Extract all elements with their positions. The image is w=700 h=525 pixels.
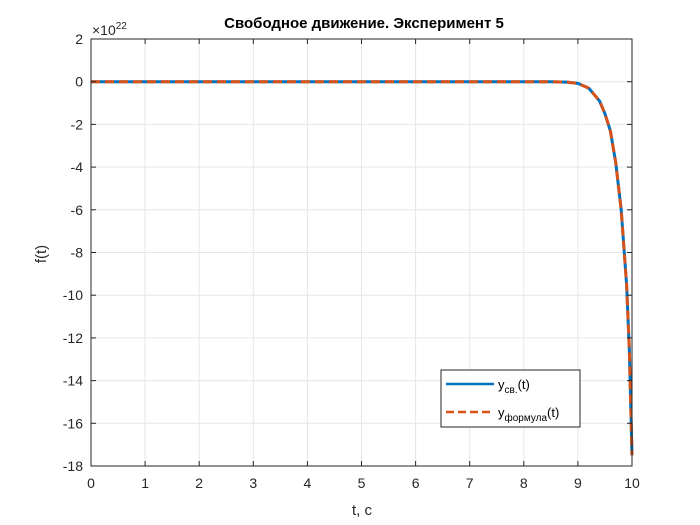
x-tick-label: 7 bbox=[466, 475, 474, 491]
series-line-2 bbox=[91, 80, 634, 456]
y-exponent-power: 22 bbox=[116, 21, 128, 32]
ticks bbox=[90, 38, 633, 467]
series-layer bbox=[91, 80, 634, 456]
x-tick-label: 1 bbox=[141, 475, 149, 491]
y-exponent-base: ×10 bbox=[92, 22, 116, 38]
y-tick-label: -18 bbox=[63, 458, 83, 474]
x-tick-label: 9 bbox=[574, 475, 582, 491]
y-tick-labels: 2 0 -2 -4 -6 -8 -10 -12 -14 -16 -18 bbox=[63, 31, 83, 474]
y-tick-label: -4 bbox=[71, 159, 84, 175]
y-tick-label: -16 bbox=[63, 415, 83, 431]
legend-entry-2: yформула(t) bbox=[498, 405, 559, 424]
x-tick-labels: 0 1 2 3 4 5 6 7 8 9 10 bbox=[87, 475, 640, 491]
x-tick-label: 3 bbox=[249, 475, 257, 491]
y-tick-label: -2 bbox=[71, 116, 84, 132]
y-tick-label: -8 bbox=[71, 245, 84, 261]
legend-entry-1-name: y bbox=[498, 377, 505, 392]
legend-entry-1-suffix: (t) bbox=[518, 377, 530, 392]
x-tick-label: 10 bbox=[624, 475, 640, 491]
x-tick-label: 2 bbox=[195, 475, 203, 491]
chart-title: Свободное движение. Эксперимент 5 bbox=[224, 15, 504, 32]
legend-entry-1-subscript: св. bbox=[505, 385, 518, 396]
x-axis-label: t, c bbox=[352, 502, 373, 519]
y-tick-label: -12 bbox=[63, 330, 83, 346]
x-tick-label: 5 bbox=[358, 475, 366, 491]
legend: yсв.(t) yформула(t) bbox=[440, 369, 581, 428]
x-tick-label: 8 bbox=[520, 475, 528, 491]
x-tick-label: 4 bbox=[304, 475, 312, 491]
legend-box bbox=[440, 369, 581, 428]
x-tick-label: 0 bbox=[87, 475, 95, 491]
y-tick-label: 0 bbox=[75, 74, 83, 90]
legend-entry-2-subscript: формула bbox=[505, 412, 548, 424]
y-tick-label: -6 bbox=[71, 202, 84, 218]
y-exponent-label: ×1022 bbox=[92, 21, 127, 38]
y-axis-label: f(t) bbox=[33, 245, 50, 263]
legend-entry-2-suffix: (t) bbox=[547, 405, 559, 420]
legend-entry-1: yсв.(t) bbox=[498, 377, 530, 396]
y-tick-label: -14 bbox=[63, 373, 83, 389]
legend-entry-2-name: y bbox=[498, 405, 505, 420]
y-tick-label: 2 bbox=[75, 31, 83, 47]
x-tick-label: 6 bbox=[412, 475, 420, 491]
y-tick-label: -10 bbox=[63, 287, 83, 303]
